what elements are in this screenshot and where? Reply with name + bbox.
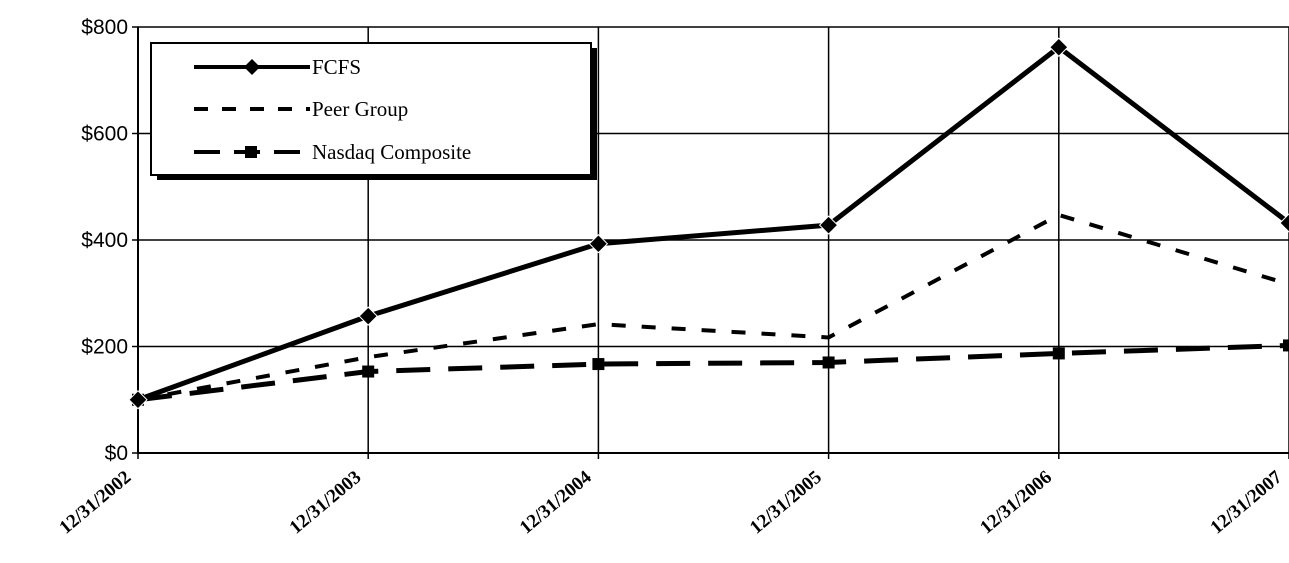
x-tick-label: 12/31/2005	[746, 467, 826, 539]
x-tick-label: 12/31/2006	[976, 467, 1056, 539]
legend-label-peer-group: Peer Group	[312, 97, 408, 121]
point-fcfs	[128, 390, 148, 410]
x-tick-label: 12/31/2004	[516, 466, 596, 538]
x-tick-label: 12/31/2003	[286, 467, 366, 539]
series-line-fcfs	[137, 44, 1289, 403]
y-tick-label: $800	[81, 16, 128, 39]
series-line-peer-group	[137, 212, 1289, 402]
y-tick-label: $0	[105, 442, 128, 465]
series-group	[128, 37, 1289, 410]
y-tick-label: $600	[81, 123, 128, 146]
x-tick-label: 12/31/2002	[55, 467, 135, 539]
legend-marker-fcfs	[244, 59, 260, 75]
point-fcfs	[1279, 213, 1289, 233]
y-tick-label: $400	[81, 229, 128, 252]
x-axis-ticks: 12/31/2002 12/31/2003 12/31/2004 12/31/2005…	[55, 466, 1286, 538]
point-nasdaq-composite	[592, 358, 605, 371]
series-line-nasdaq-composite	[137, 342, 1289, 403]
y-axis-ticks: $0 $200 $400 $600 $800	[81, 16, 138, 465]
point-nasdaq-composite	[1283, 339, 1289, 352]
x-tick-label: 12/31/2007	[1206, 466, 1286, 538]
point-fcfs	[818, 215, 839, 235]
legend-label-nasdaq: Nasdaq Composite	[312, 140, 471, 164]
point-fcfs	[588, 234, 609, 254]
point-fcfs	[358, 306, 378, 326]
point-nasdaq-composite	[1052, 347, 1065, 360]
legend: FCFS Peer Group Nasdaq Composite	[150, 42, 597, 180]
legend-marker-nasdaq	[245, 146, 257, 158]
point-nasdaq-composite	[822, 356, 835, 369]
legend-label-fcfs: FCFS	[312, 55, 361, 79]
point-fcfs	[1049, 37, 1069, 57]
y-tick-label: $200	[81, 336, 128, 359]
point-nasdaq-composite	[362, 365, 375, 378]
